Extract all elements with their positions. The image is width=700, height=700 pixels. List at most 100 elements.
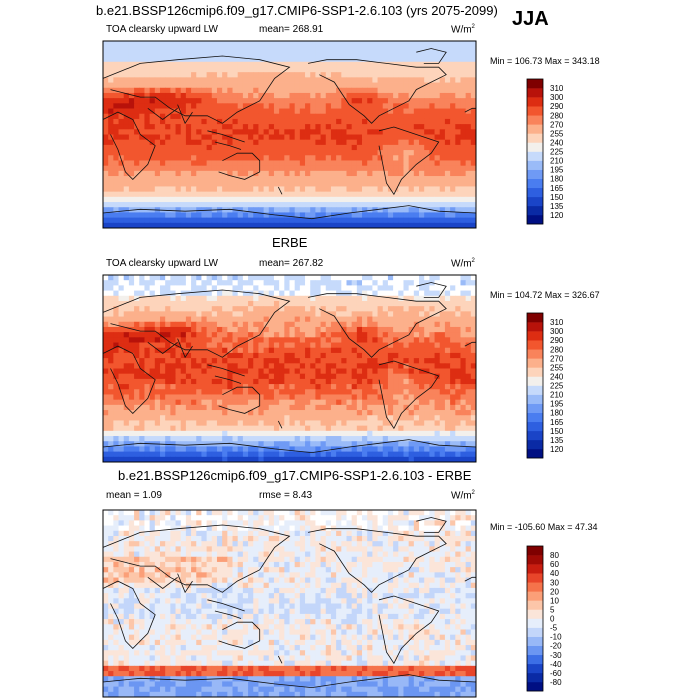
map-cell [408, 222, 415, 229]
map-cell [191, 66, 197, 73]
map-cell [455, 144, 461, 151]
map-cell [284, 285, 290, 291]
map-cell [128, 46, 135, 52]
map-cell [450, 144, 456, 151]
map-cell [398, 98, 404, 104]
map-cell [180, 82, 187, 89]
map-cell [299, 415, 306, 421]
map-cell [336, 113, 342, 120]
map-cell [330, 186, 337, 193]
map-cell [455, 139, 461, 146]
map-cell [362, 82, 368, 89]
map-cell [222, 280, 228, 286]
map-cell [284, 217, 290, 224]
map-cell [258, 61, 264, 68]
map-cell [372, 196, 378, 203]
map-cell [159, 129, 166, 135]
map-cell [139, 92, 145, 99]
map-cell [315, 134, 321, 141]
map-cell [258, 326, 264, 333]
map-cell [175, 139, 182, 146]
map-cell [444, 311, 451, 317]
map-cell [470, 420, 477, 427]
map-cell [330, 207, 337, 213]
map-cell [113, 186, 119, 193]
map-cell [108, 399, 114, 406]
map-cell [455, 347, 461, 354]
map-cell [470, 337, 477, 343]
map-cell [196, 222, 202, 229]
map-cell [320, 311, 327, 317]
map-cell [408, 144, 415, 151]
map-cell [434, 170, 441, 177]
map-cell [450, 196, 456, 203]
map-cell [113, 425, 119, 432]
map-cell [279, 389, 285, 395]
map-cell [227, 337, 233, 343]
map-cell [248, 415, 254, 421]
panel2-title: ERBE [272, 235, 308, 250]
map-cell [103, 280, 109, 286]
map-cell [279, 285, 285, 291]
map-cell [465, 311, 472, 317]
map-cell [216, 139, 223, 146]
map-cell [103, 404, 109, 411]
map-cell [450, 181, 456, 187]
map-cell [113, 347, 119, 354]
map-cell [144, 342, 151, 349]
map-cell [273, 415, 280, 421]
map-cell [279, 176, 285, 182]
map-cell [289, 181, 296, 187]
map-cell [128, 155, 135, 161]
map-cell [424, 394, 430, 401]
map-cell [325, 66, 332, 73]
map-cell [268, 51, 275, 57]
map-cell [382, 160, 389, 167]
map-cell [434, 352, 441, 359]
map-cell [108, 61, 114, 68]
map-cell [103, 41, 109, 47]
map-cell [336, 384, 342, 390]
map-cell [455, 113, 461, 120]
map-cell [305, 290, 311, 297]
map-cell [108, 196, 114, 203]
map-cell [144, 306, 151, 312]
map-cell [128, 295, 135, 302]
map-cell [128, 420, 135, 427]
map-cell [201, 129, 208, 135]
map-cell [310, 311, 316, 317]
map-cell [305, 321, 311, 328]
map-cell [377, 321, 384, 328]
map-cell [320, 295, 327, 302]
map-cell [341, 87, 347, 94]
map-cell [362, 87, 368, 94]
map-cell [419, 389, 425, 395]
map-cell [310, 425, 316, 432]
map-cell [387, 150, 394, 156]
map-cell [201, 384, 208, 390]
map-cell [315, 352, 321, 359]
map-cell [289, 72, 296, 78]
map-cell [279, 441, 285, 447]
map-cell [201, 61, 208, 68]
map-cell [227, 300, 233, 307]
map-cell [439, 300, 446, 307]
map-cell [387, 316, 394, 323]
map-cell [258, 300, 264, 307]
map-cell [455, 61, 461, 68]
map-cell [118, 77, 125, 83]
map-cell [299, 399, 306, 406]
map-cell [465, 72, 472, 78]
map-cell [185, 275, 192, 281]
map-cell [118, 191, 125, 198]
map-cell [144, 373, 151, 380]
map-cell [310, 212, 316, 219]
map-cell [165, 82, 171, 89]
map-cell [253, 295, 259, 302]
map-cell [419, 384, 425, 390]
map-cell [393, 196, 399, 203]
map-cell [367, 394, 373, 401]
map-cell [232, 321, 239, 328]
map-cell [444, 373, 451, 380]
map-cell [253, 124, 259, 130]
